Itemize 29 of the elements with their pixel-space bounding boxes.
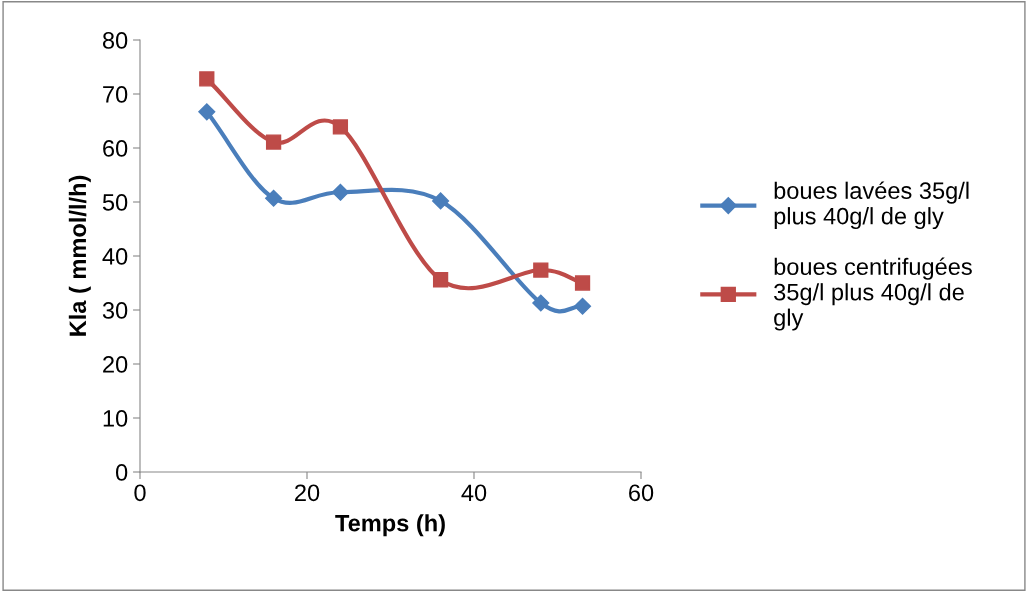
x-tick-label: 0 [134,484,146,502]
point [574,275,591,291]
point [199,71,215,87]
point [532,294,550,312]
point [265,189,283,207]
point [332,119,349,135]
y-tick-label: 80 [102,32,128,49]
x-tick-label: 40 [461,484,487,502]
legend-label: boues centrifugées 35g/l plus 40g/l de gly [774,257,972,331]
y-tick-label: 40 [102,248,128,265]
point [198,103,216,121]
point [432,192,450,210]
y-tick-label: 60 [103,140,128,157]
point [331,183,349,201]
point [265,134,282,150]
y-axis-title: Kla ( mmol/l/h) [68,175,91,336]
point [432,272,449,288]
legend-label: boues lavées 35g/l plus 40g/l de gly [774,181,969,230]
point [533,262,549,278]
y-tick-label: 10 [103,410,128,427]
x-axis-title: Temps (h) [335,514,445,537]
y-tick-label: 30 [102,302,128,319]
y-tick-label: 50 [102,194,128,211]
x-tick-label: 60 [629,484,654,502]
y-tick-label: 70 [103,86,128,103]
y-tick-label: 20 [103,356,128,373]
point [573,297,592,315]
y-tick-label: 0 [115,464,128,481]
x-tick-label: 20 [295,484,320,502]
